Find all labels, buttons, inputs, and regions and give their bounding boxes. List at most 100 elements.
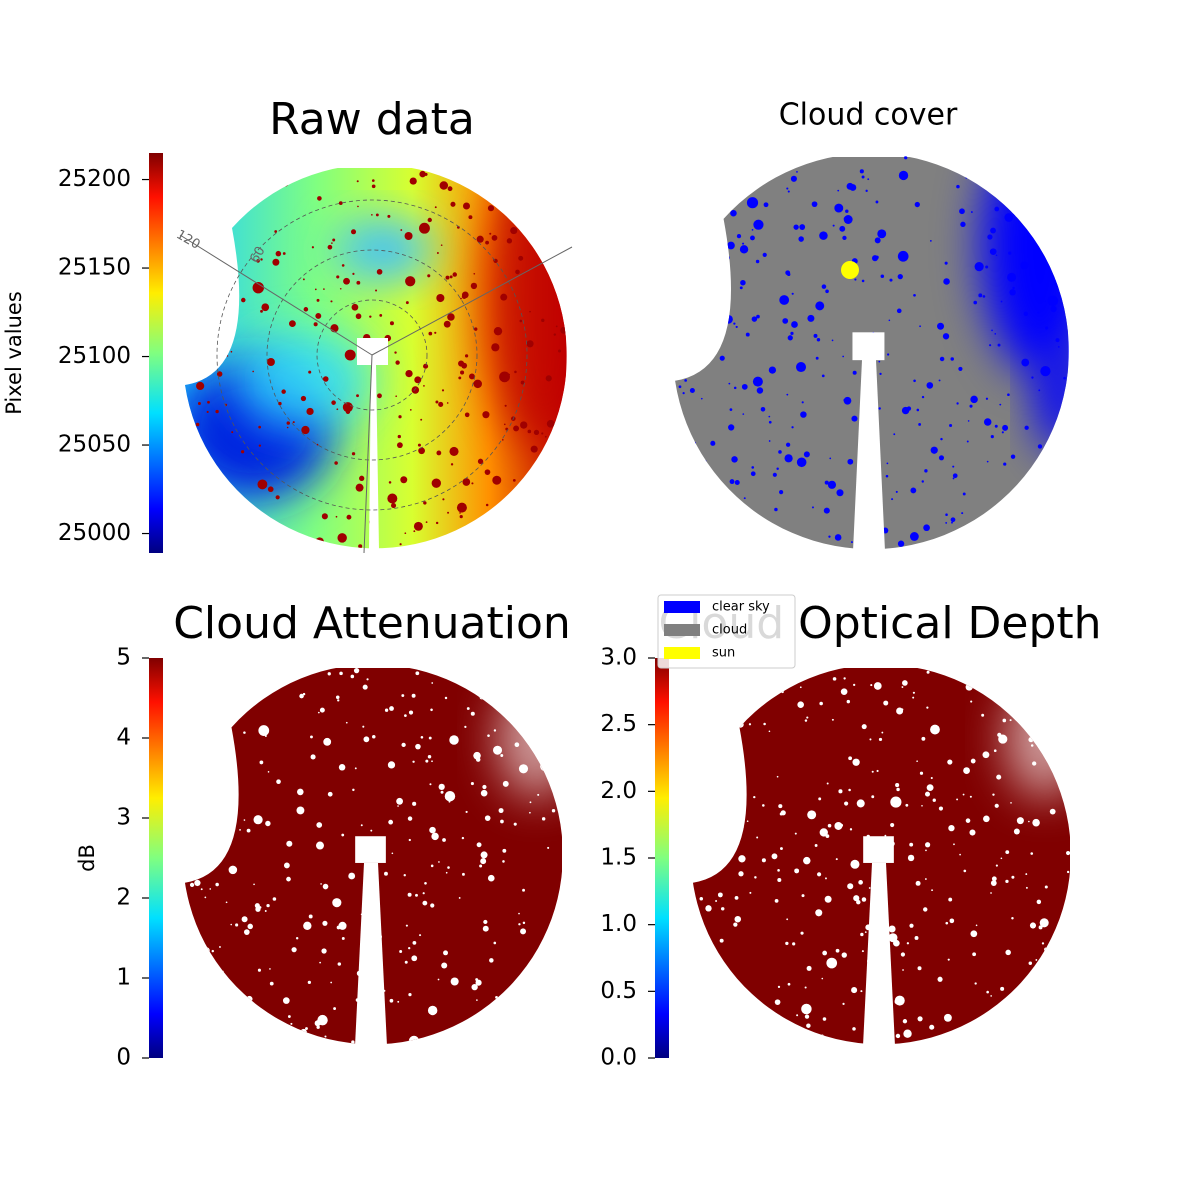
star-dot bbox=[896, 707, 904, 715]
star-dot bbox=[930, 724, 940, 735]
star-dot bbox=[272, 897, 277, 901]
star-dot bbox=[341, 833, 345, 837]
star-dot bbox=[518, 764, 529, 774]
star-dot bbox=[552, 224, 558, 230]
star-dot bbox=[947, 958, 950, 961]
mask-block bbox=[357, 338, 388, 365]
star-dot bbox=[985, 397, 989, 400]
star-dot bbox=[937, 976, 943, 982]
star-dot bbox=[902, 1019, 908, 1024]
star-dot bbox=[462, 677, 465, 681]
star-dot bbox=[540, 761, 551, 772]
star-dot bbox=[990, 435, 994, 439]
star-dot bbox=[498, 808, 504, 814]
star-dot bbox=[544, 435, 547, 438]
star-dot bbox=[901, 686, 904, 688]
star-dot bbox=[355, 483, 364, 492]
star-dot bbox=[791, 426, 794, 429]
star-dot bbox=[697, 956, 705, 964]
star-dot bbox=[470, 782, 474, 786]
star-dot bbox=[1005, 850, 1010, 855]
star-dot bbox=[395, 360, 400, 365]
star-dot bbox=[388, 819, 394, 825]
star-dot bbox=[736, 233, 742, 239]
star-dot bbox=[479, 694, 485, 700]
star-dot bbox=[916, 408, 920, 412]
star-dot bbox=[710, 813, 715, 818]
star-dot bbox=[235, 290, 238, 294]
star-dot bbox=[991, 876, 997, 882]
star-dot bbox=[843, 217, 847, 220]
star-dot bbox=[851, 987, 858, 994]
mask-strip bbox=[369, 365, 379, 550]
star-dot bbox=[725, 255, 730, 261]
star-dot bbox=[986, 990, 989, 994]
star-dot bbox=[873, 682, 882, 690]
star-dot bbox=[541, 717, 545, 720]
star-dot bbox=[1055, 191, 1058, 194]
star-dot bbox=[821, 374, 825, 378]
star-dot bbox=[878, 737, 883, 742]
star-dot bbox=[520, 928, 527, 935]
star-dot bbox=[905, 803, 909, 807]
star-dot bbox=[522, 689, 527, 695]
star-dot bbox=[321, 513, 328, 520]
star-dot bbox=[956, 798, 959, 801]
star-dot bbox=[763, 1013, 766, 1016]
star-dot bbox=[210, 323, 213, 326]
star-dot bbox=[500, 293, 508, 301]
star-dot bbox=[960, 221, 966, 228]
star-dot bbox=[330, 300, 333, 303]
star-dot bbox=[852, 1027, 856, 1031]
star-dot bbox=[300, 395, 307, 402]
star-dot bbox=[844, 801, 849, 806]
star-dot bbox=[1044, 300, 1047, 303]
star-dot bbox=[212, 208, 214, 211]
star-dot bbox=[201, 455, 206, 460]
star-dot bbox=[431, 478, 442, 488]
star-dot bbox=[480, 789, 488, 797]
star-dot bbox=[221, 683, 225, 686]
star-dot bbox=[978, 293, 983, 298]
star-dot bbox=[811, 506, 814, 509]
star-dot bbox=[441, 962, 448, 969]
star-dot bbox=[209, 888, 212, 890]
star-dot bbox=[915, 880, 921, 886]
star-dot bbox=[286, 876, 291, 882]
star-dot bbox=[493, 941, 497, 945]
star-dot bbox=[502, 848, 507, 853]
colorbar-tick-label: 1.5 bbox=[600, 845, 637, 871]
star-dot bbox=[555, 800, 558, 803]
colorbar-tick-label: 3.0 bbox=[600, 645, 637, 671]
star-dot bbox=[489, 232, 492, 235]
star-dot bbox=[215, 409, 219, 414]
star-dot bbox=[529, 801, 532, 804]
star-dot bbox=[692, 676, 697, 680]
star-dot bbox=[1052, 698, 1060, 706]
colorbar-tick-label: 2 bbox=[116, 885, 131, 911]
mask-strip bbox=[853, 360, 885, 551]
star-dot bbox=[1023, 311, 1029, 317]
star-dot bbox=[315, 537, 324, 546]
star-dot bbox=[375, 213, 379, 217]
star-dot bbox=[419, 170, 426, 178]
star-dot bbox=[791, 321, 798, 328]
star-dot bbox=[675, 222, 676, 225]
star-dot bbox=[513, 822, 517, 826]
star-dot bbox=[470, 711, 475, 716]
star-dot bbox=[473, 379, 482, 389]
star-dot bbox=[768, 730, 771, 733]
colorbar-tick-label: 25000 bbox=[58, 520, 131, 546]
star-dot bbox=[224, 710, 228, 714]
star-dot bbox=[990, 995, 993, 997]
star-dot bbox=[1058, 1036, 1062, 1039]
star-dot bbox=[243, 731, 246, 734]
star-dot bbox=[1046, 478, 1048, 481]
star-dot bbox=[323, 288, 325, 290]
star-dot bbox=[300, 1028, 307, 1036]
star-dot bbox=[408, 838, 411, 842]
sun bbox=[841, 261, 859, 279]
star-dot bbox=[258, 179, 261, 182]
star-dot bbox=[303, 921, 312, 930]
star-dot bbox=[220, 1038, 224, 1043]
